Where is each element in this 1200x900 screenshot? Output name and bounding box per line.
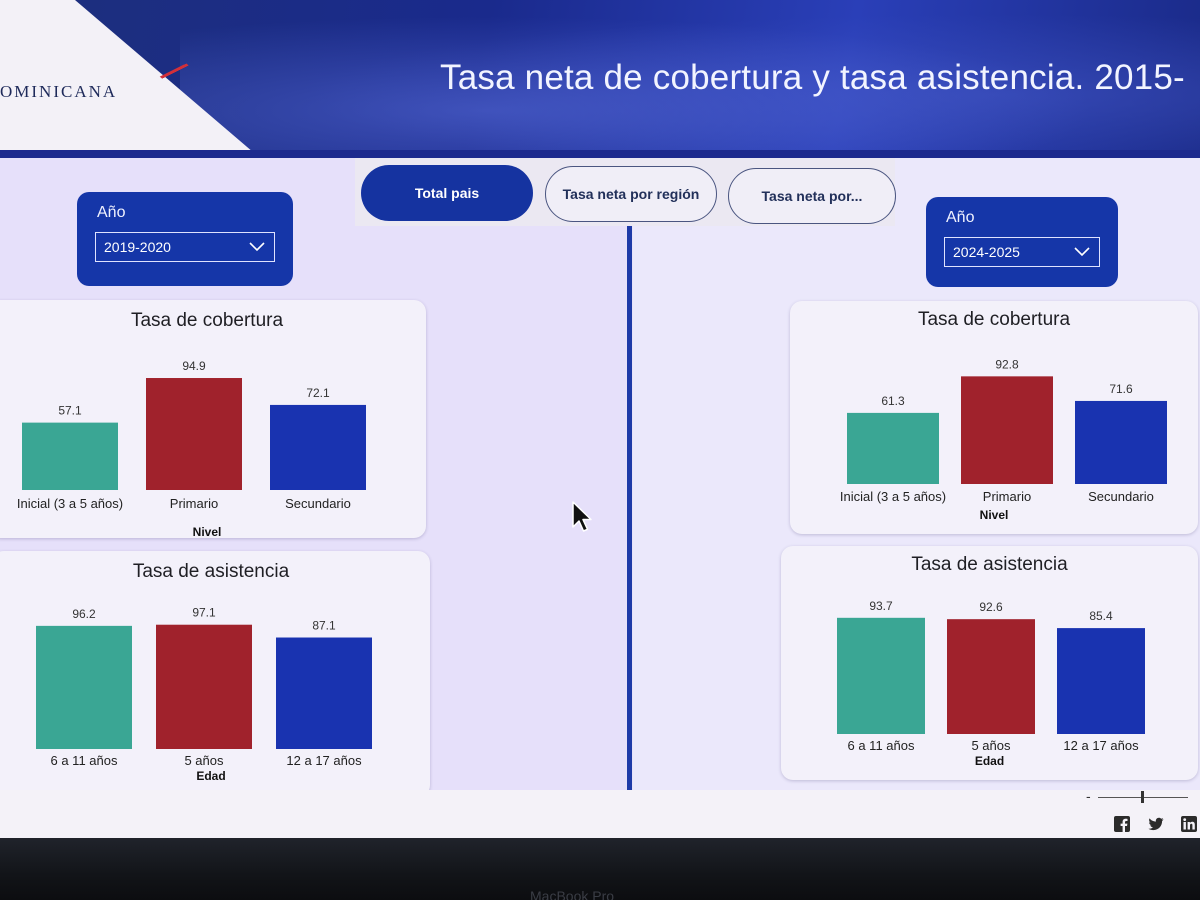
org-name: OMINICANA xyxy=(0,82,118,101)
year-slicer-right: Año 2024-2025 xyxy=(926,197,1118,287)
category-label: Primario xyxy=(170,496,218,511)
bezel-label: MacBook Pro xyxy=(530,888,615,900)
x-axis-title: Edad xyxy=(196,769,226,783)
header-banner: OMINICANA Tasa neta de cobertura y tasa … xyxy=(0,0,1200,158)
data-label: 57.1 xyxy=(58,404,82,418)
chart-title: Tasa de asistencia xyxy=(132,561,290,582)
chevron-down-icon xyxy=(249,242,265,252)
data-label: 97.1 xyxy=(192,606,216,620)
category-label: 12 a 17 años xyxy=(1063,738,1139,753)
bar-3[interactable] xyxy=(270,404,366,490)
category-label: 5 años xyxy=(971,738,1011,753)
header-underline xyxy=(0,150,1200,158)
bar-chart: 61.3 Inicial (3 a 5 años) 92.8 Primario 71.6… xyxy=(840,357,1167,504)
header-photo xyxy=(180,0,1200,158)
page-title: Tasa neta de cobertura y tasa asistencia… xyxy=(440,58,1185,97)
x-axis-title: Nivel xyxy=(192,525,222,539)
data-label: 92.8 xyxy=(995,357,1019,371)
bar-chart: 93.7 6 a 11 años 92.6 5 años 85.4 12 a 17 año… xyxy=(837,599,1145,753)
data-label: 96.2 xyxy=(72,607,96,621)
chart-title: Tasa de cobertura xyxy=(917,309,1071,330)
zoom-out-button[interactable]: - xyxy=(1086,788,1091,804)
category-label: Secundario xyxy=(285,496,351,511)
data-label: 94.9 xyxy=(182,359,206,373)
dropdown-value: 2024-2025 xyxy=(953,244,1020,260)
year-dropdown-right[interactable]: 2024-2025 xyxy=(944,237,1100,267)
bar-3[interactable] xyxy=(1057,628,1145,734)
mouse-pointer-icon xyxy=(572,501,592,532)
nav-other-button[interactable]: Tasa neta por... xyxy=(728,168,896,224)
category-label: 5 años xyxy=(184,753,224,768)
slicer-label: Año xyxy=(946,209,975,226)
data-label: 61.3 xyxy=(881,394,905,408)
data-label: 87.1 xyxy=(312,619,336,633)
chart-card-asistencia-right[interactable]: Tasa de asistencia 93.7 6 a 11 años 92.6 5 … xyxy=(781,546,1198,780)
panel-divider xyxy=(627,224,632,794)
bar-chart: 96.2 6 a 11 años 97.1 5 años 87.1 12 a 17 año… xyxy=(36,606,372,768)
chart-title: Tasa de cobertura xyxy=(130,310,284,331)
linkedin-icon[interactable] xyxy=(1181,816,1197,832)
bar-1[interactable] xyxy=(847,412,939,484)
dropdown-value: 2019-2020 xyxy=(104,239,171,255)
laptop-bezel xyxy=(0,838,1200,900)
data-label: 71.6 xyxy=(1109,382,1133,396)
bar-2[interactable] xyxy=(156,624,252,749)
data-label: 93.7 xyxy=(869,599,893,613)
bar-1[interactable] xyxy=(22,422,118,490)
chart-card-cobertura-left[interactable]: Tasa de cobertura 57.1 Inicial (3 a 5 año… xyxy=(0,300,426,539)
bar-1[interactable] xyxy=(36,625,132,749)
chart-title: Tasa de asistencia xyxy=(911,554,1068,575)
year-slicer-left: Año 2019-2020 xyxy=(77,192,293,286)
bar-2[interactable] xyxy=(146,378,242,490)
twitter-icon[interactable] xyxy=(1148,816,1164,832)
slicer-label: Año xyxy=(97,204,126,221)
nav-region-button[interactable]: Tasa neta por región xyxy=(545,166,717,222)
nav-total-pais-button[interactable]: Total pais xyxy=(361,165,533,221)
report-footer xyxy=(0,790,1200,838)
x-axis-title: Edad xyxy=(974,754,1005,768)
bar-1[interactable] xyxy=(837,617,925,734)
x-axis-title: Nivel xyxy=(979,508,1009,522)
category-label: Secundario xyxy=(1088,489,1154,504)
facebook-icon[interactable] xyxy=(1114,816,1130,832)
bar-chart: 57.1 Inicial (3 a 5 años) 94.9 Primario 72.1… xyxy=(17,359,366,511)
year-dropdown-left[interactable]: 2019-2020 xyxy=(95,232,275,262)
category-label: Inicial (3 a 5 años) xyxy=(17,496,123,511)
category-label: 6 a 11 años xyxy=(848,738,915,753)
data-label: 92.6 xyxy=(979,600,1003,614)
category-label: Primario xyxy=(983,489,1031,504)
category-label: Inicial (3 a 5 años) xyxy=(840,489,946,504)
category-label: 6 a 11 años xyxy=(51,753,118,768)
chevron-down-icon xyxy=(1074,247,1090,257)
bar-2[interactable] xyxy=(961,376,1053,484)
chart-card-asistencia-left[interactable]: Tasa de asistencia 96.2 6 a 11 años 97.1 5 … xyxy=(0,551,430,797)
category-label: 12 a 17 años xyxy=(286,753,362,768)
bar-2[interactable] xyxy=(947,619,1035,734)
zoom-slider-thumb[interactable] xyxy=(1141,791,1144,803)
data-label: 85.4 xyxy=(1089,609,1113,623)
bar-3[interactable] xyxy=(1075,400,1167,484)
chart-card-cobertura-right[interactable]: Tasa de cobertura 61.3 Inicial (3 a 5 año… xyxy=(790,301,1198,534)
data-label: 72.1 xyxy=(306,386,330,400)
bar-3[interactable] xyxy=(276,637,372,749)
